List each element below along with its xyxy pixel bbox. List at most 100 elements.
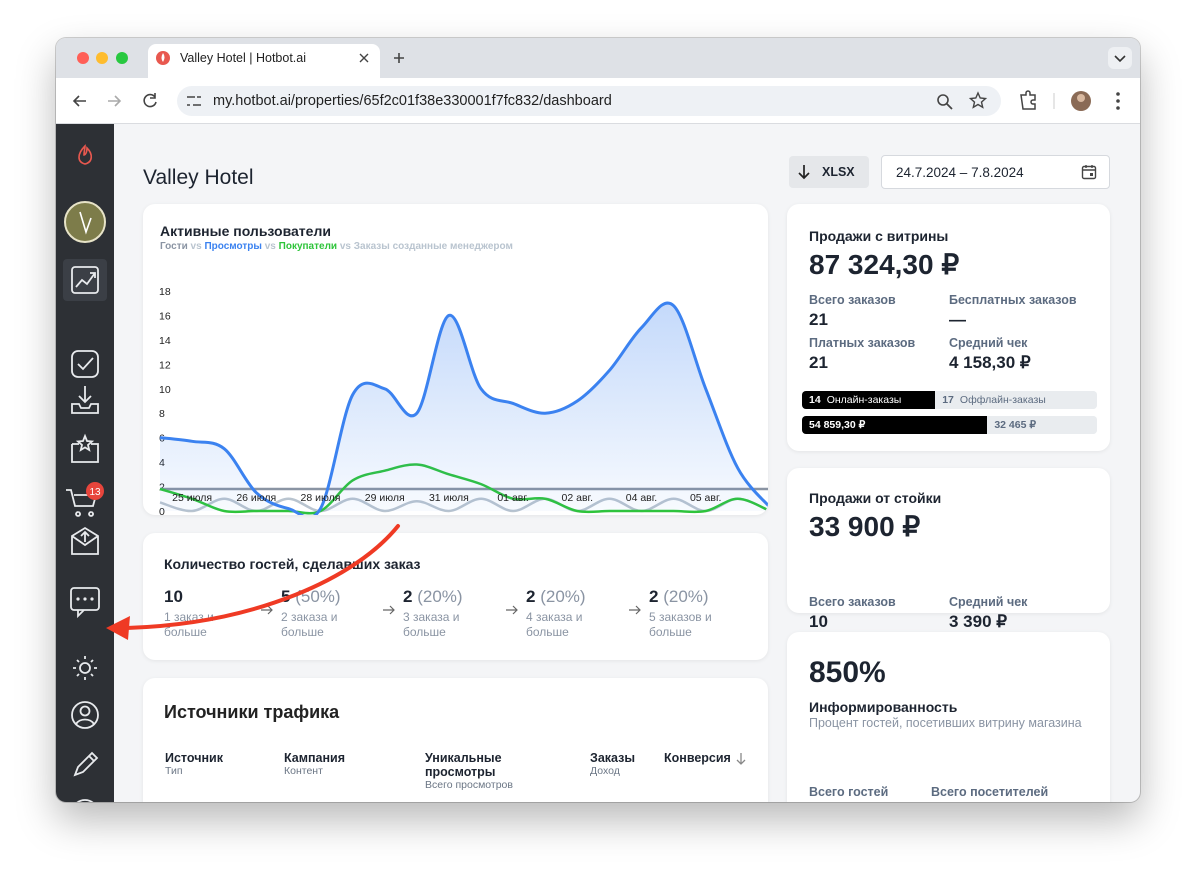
date-range-input[interactable]: 24.7.2024 – 7.8.2024 <box>881 155 1110 189</box>
y-tick-label: 8 <box>159 408 165 420</box>
split-count: 17 <box>942 394 954 406</box>
stat-value: 21 <box>809 353 828 372</box>
stat-label: Всего посетителей <box>931 785 1049 799</box>
stat-label: Средний чек <box>949 595 1028 609</box>
guest-label: 1 заказ и больше <box>164 610 214 639</box>
arrow-line <box>506 605 518 615</box>
column-subtitle: Контент <box>284 765 323 777</box>
legend-item: Просмотры <box>204 241 262 252</box>
guest-label: 3 заказа и больше <box>403 610 460 639</box>
split-text: 32 465 ₽ <box>994 419 1036 431</box>
guest-percent: (20%) <box>663 587 709 606</box>
counter-amount: 33 900 ₽ <box>809 511 921 542</box>
export-button[interactable]: XLSX <box>789 156 869 188</box>
guest-value: 2 (20%) <box>403 587 463 607</box>
column-title: Уникальные просмотры <box>425 751 502 779</box>
sidebar: ? 13 <box>56 124 114 802</box>
split-segment <box>987 416 1097 434</box>
split-label: Оффлайн-заказы <box>959 394 1046 406</box>
guest-percent: (50%) <box>295 587 341 606</box>
x-tick-label: 25 июля <box>172 492 212 504</box>
split-bar: 54 859,30 ₽ 32 465 ₽ <box>802 416 1097 434</box>
split-text: 54 859,30 ₽ <box>809 419 865 431</box>
table-header: Уникальные просмотры Всего просмотров <box>425 751 525 791</box>
arrow <box>629 605 641 615</box>
column-title: Заказы <box>590 751 636 765</box>
showcase-card: Продажи с витрины 87 324,30 ₽ Всего зака… <box>787 204 1110 451</box>
export-label: XLSX <box>822 165 855 179</box>
guest-value: 2 (20%) <box>526 587 586 607</box>
x-tick-label: 31 июля <box>429 492 469 504</box>
y-tick-label: 10 <box>159 384 171 396</box>
split-value: 32 465 ₽ <box>994 419 1037 431</box>
arrow-line <box>261 605 273 615</box>
traffic-card: Источники трафика Источник Тип Кампания Кон… <box>143 678 768 802</box>
guest-value: 2 (20%) <box>649 587 709 607</box>
stat-label: Средний чек <box>949 336 1028 350</box>
legend-item: Заказы созданные менеджером <box>353 241 513 252</box>
guest-percent: (20%) <box>417 587 463 606</box>
legend: Гости vs Просмотры vs Покупатели vs Зака… <box>160 241 513 252</box>
column-subtitle: Тип <box>165 765 183 777</box>
guest-count: 2 <box>649 587 659 606</box>
showcase-amount: 87 324,30 ₽ <box>809 249 960 280</box>
split-bar: 14 Онлайн-заказы 17 Оффлайн-заказы <box>802 391 1097 409</box>
counter-title: Продажи от стойки <box>809 490 942 506</box>
guest-count: 10 <box>164 587 183 606</box>
table-header: Источник Тип <box>165 751 285 777</box>
stat-value: 10 <box>809 612 828 631</box>
showcase-title: Продажи с витрины <box>809 228 949 244</box>
x-tick-label: 04 авг. <box>626 492 657 504</box>
legend-separator: vs <box>339 241 351 252</box>
table-header: Кампания Контент <box>284 751 404 777</box>
column-title: Кампания <box>284 751 346 765</box>
active-users-card: Активные пользователи Гости vs Просмотры… <box>143 204 768 515</box>
arrow <box>261 605 273 615</box>
column-title: Источник <box>165 751 223 765</box>
split-value: 54 859,30 ₽ <box>809 419 866 431</box>
arrow <box>383 605 395 615</box>
stat-value: 21 <box>809 310 828 329</box>
x-tick-label: 05 авг. <box>690 492 721 504</box>
x-tick-label: 28 июля <box>301 492 341 504</box>
x-tick-label: 01 авг. <box>497 492 528 504</box>
legend-item: Гости <box>160 241 188 252</box>
column-subtitle: Всего просмотров <box>425 779 513 791</box>
series-line <box>159 301 768 515</box>
stat-label: Всего заказов <box>809 293 896 307</box>
tab-title[interactable]: Valley Hotel | Hotbot.ai <box>180 51 306 65</box>
x-tick-label: 02 авг. <box>562 492 593 504</box>
x-tick-label: 29 июля <box>365 492 405 504</box>
awareness-title: Информированность <box>809 699 958 715</box>
date-range: 24.7.2024 – 7.8.2024 <box>896 165 1024 180</box>
guest-count: 2 <box>403 587 413 606</box>
split-text: 17 Оффлайн-заказы <box>942 394 1046 406</box>
arrow-line <box>629 605 641 615</box>
area <box>160 303 768 515</box>
stat-value: 3 390 ₽ <box>949 612 1008 631</box>
column-subtitle: Доход <box>590 765 620 777</box>
guest-value: 5 (50%) <box>281 587 341 607</box>
awareness-subtitle: Процент гостей, посетивших витрину магаз… <box>809 716 1082 730</box>
awareness-card: 850% Информированность Процент гостей, п… <box>787 632 1110 802</box>
guest-count: 2 <box>526 587 536 606</box>
split-count: 14 <box>809 394 821 406</box>
guests-title: Количество гостей, сделавших заказ <box>164 556 421 572</box>
y-tick-label: 12 <box>159 359 171 371</box>
y-tick-label: 14 <box>159 335 171 347</box>
x-tick-label: 26 июля <box>236 492 276 504</box>
page-title: Valley Hotel <box>143 166 254 189</box>
address-bar[interactable]: my.hotbot.ai/properties/65f2c01f38e33000… <box>213 93 612 109</box>
browser-window: Valley Hotel | Hotbot.ai my.hotbot.ai/pr… <box>56 38 1140 802</box>
guests-card: Количество гостей, сделавших заказ 10 1 з… <box>143 533 768 660</box>
guest-count: 5 <box>281 587 291 606</box>
legend-item: Покупатели <box>278 241 338 252</box>
cart-badge: 13 <box>89 487 101 498</box>
guest-percent: (20%) <box>540 587 586 606</box>
stat-value: 4 158,30 ₽ <box>949 353 1031 372</box>
sort-icon[interactable] <box>735 752 747 766</box>
stat-label: Всего заказов <box>809 595 896 609</box>
legend-separator: vs <box>264 241 276 252</box>
